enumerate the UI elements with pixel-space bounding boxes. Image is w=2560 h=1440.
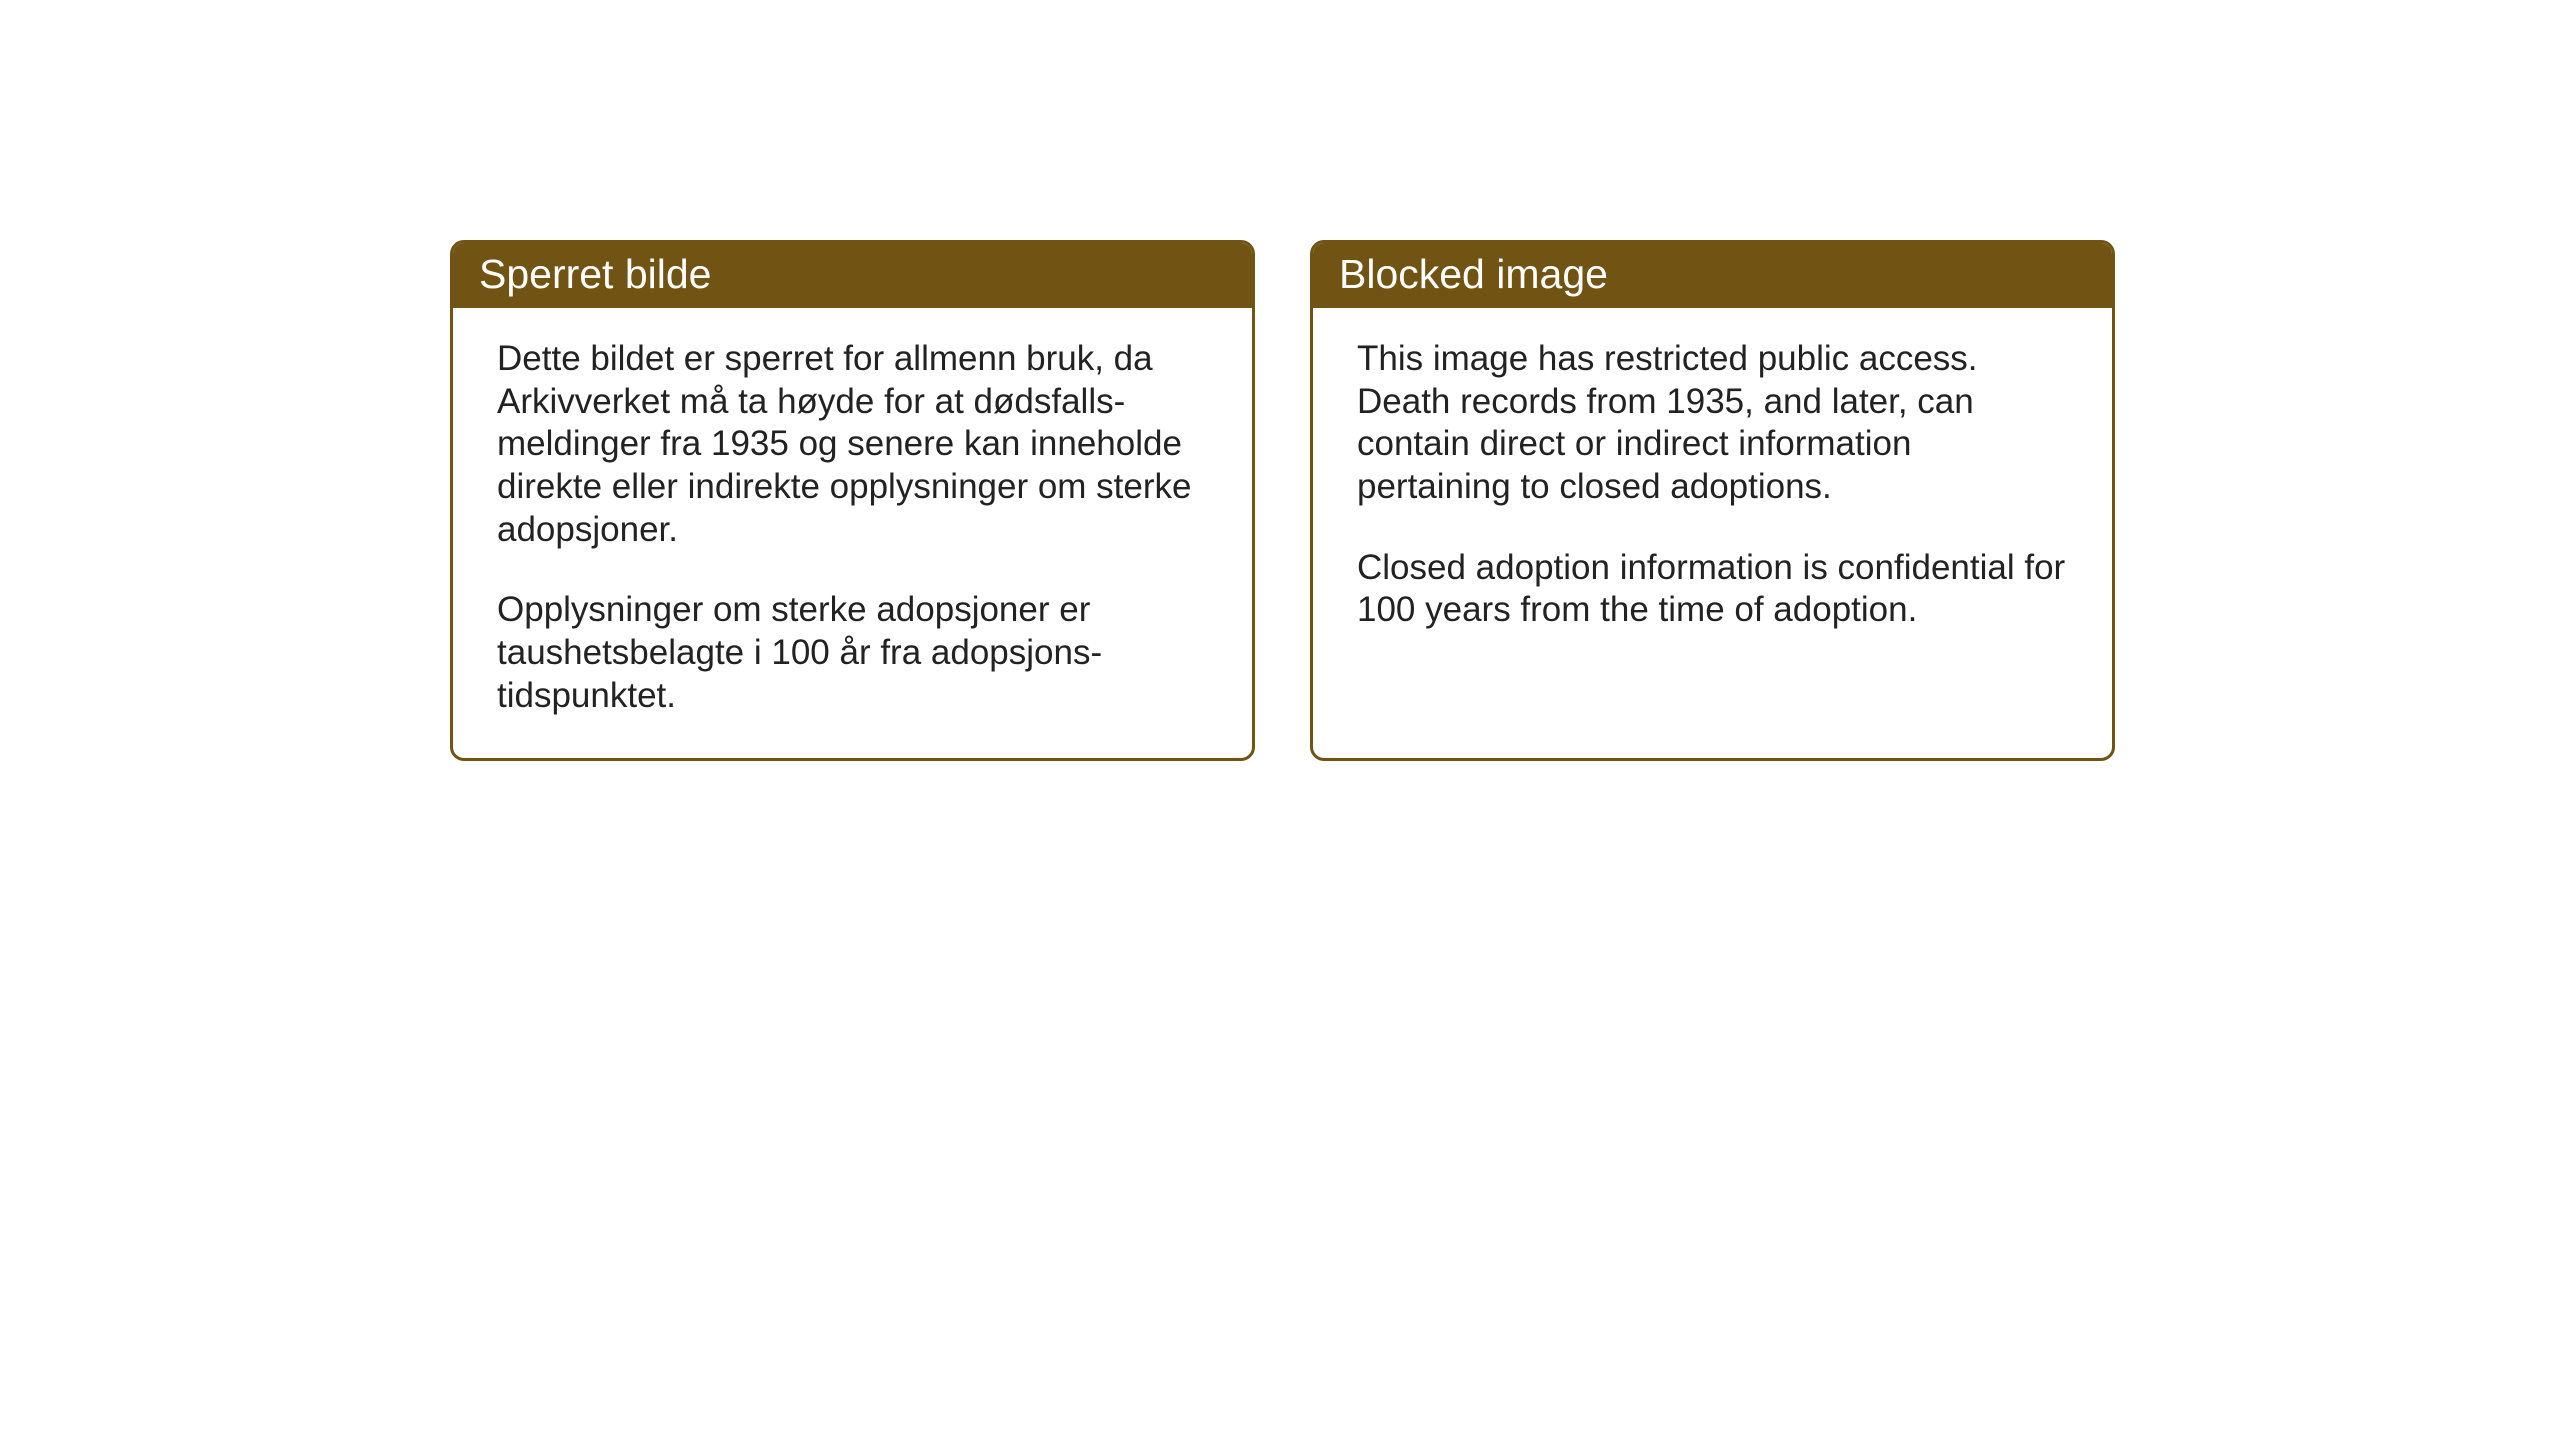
norwegian-notice-card: Sperret bilde Dette bildet er sperret fo… — [450, 240, 1255, 761]
norwegian-paragraph-2: Opplysninger om sterke adopsjoner er tau… — [497, 589, 1208, 717]
english-notice-card: Blocked image This image has restricted … — [1310, 240, 2115, 761]
notice-container: Sperret bilde Dette bildet er sperret fo… — [450, 240, 2115, 761]
english-card-title: Blocked image — [1313, 243, 2112, 308]
english-card-body: This image has restricted public access.… — [1313, 308, 2112, 738]
norwegian-card-title: Sperret bilde — [453, 243, 1252, 308]
english-paragraph-2: Closed adoption information is confident… — [1357, 547, 2068, 632]
norwegian-card-body: Dette bildet er sperret for allmenn bruk… — [453, 308, 1252, 758]
norwegian-paragraph-1: Dette bildet er sperret for allmenn bruk… — [497, 338, 1208, 551]
english-paragraph-1: This image has restricted public access.… — [1357, 338, 2068, 509]
